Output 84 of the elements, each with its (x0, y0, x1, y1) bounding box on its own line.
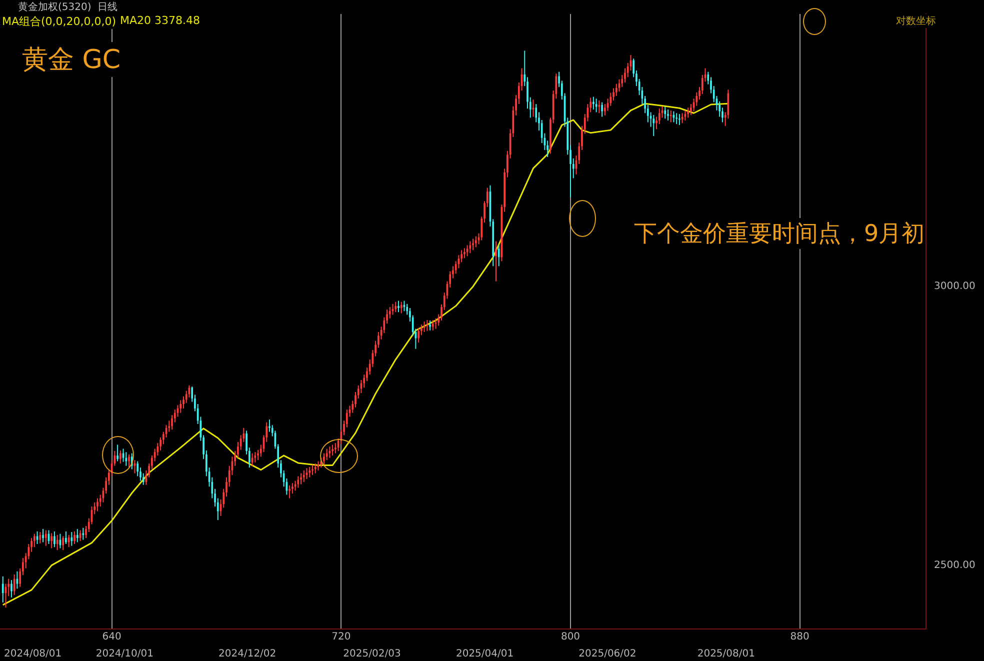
candlestick (664, 106, 666, 120)
x2-tick-label: 2024/12/02 (218, 648, 276, 660)
candlestick (297, 476, 300, 488)
text: MA20 3378.48 (120, 14, 200, 27)
x-tick-label: 800 (560, 632, 580, 643)
candlestick (464, 248, 466, 259)
y-tick-label: 2500.00 (934, 560, 976, 571)
candlestick (254, 452, 256, 463)
candlestick (54, 530, 56, 548)
candlestick (39, 532, 42, 544)
candlestick (667, 108, 669, 121)
candlestick (332, 444, 334, 456)
candlestick (288, 484, 290, 499)
candlestick (418, 327, 420, 344)
candlestick (70, 532, 73, 546)
annotation: 对数坐标 (896, 14, 936, 28)
candlestick (56, 534, 58, 551)
candlestick (615, 83, 618, 96)
candlestick (136, 460, 139, 477)
candlestick (394, 301, 397, 313)
candlestick (398, 300, 400, 313)
candlestick (498, 244, 500, 267)
candlestick (423, 321, 426, 332)
candlestick (429, 320, 431, 331)
text: 黄金 GC (22, 42, 121, 77)
candlestick (592, 96, 594, 110)
x2-tick-label: 2025/04/01 (456, 648, 514, 660)
candlestick (10, 580, 12, 598)
candlestick (291, 482, 294, 494)
candlestick (62, 536, 64, 551)
candlestick (119, 450, 122, 464)
candlestick (125, 452, 128, 466)
candlestick (82, 527, 84, 540)
candlestick (116, 444, 118, 462)
annotation: MA组合(0,0,20,0,0,0) (2, 14, 116, 29)
candlestick (400, 301, 402, 314)
candlestick (268, 419, 270, 432)
candlestick (323, 452, 325, 466)
candlestick (300, 472, 302, 485)
x-tick-label: 640 (102, 632, 122, 643)
candlestick (76, 528, 78, 543)
candlestick (96, 498, 98, 512)
x2-tick-label: 2025/02/03 (343, 648, 401, 660)
x2-tick-label: 2025/08/01 (697, 648, 755, 660)
candlestick (44, 530, 47, 546)
annotation: 下个金价重要时间点，9月初 (634, 218, 925, 249)
candlestick (678, 114, 680, 126)
candlestick (432, 319, 434, 331)
candlestick (495, 240, 497, 282)
candlestick (33, 533, 36, 548)
candlestick (426, 319, 428, 332)
candlestick (308, 466, 311, 478)
x2-tick-label: 2025/06/02 (578, 648, 636, 660)
candlestick (684, 110, 686, 121)
candlestick (469, 240, 472, 254)
candlestick (314, 463, 316, 474)
candlestick (595, 98, 598, 113)
candlestick (670, 110, 672, 123)
candlestick (676, 112, 678, 125)
candlestick (257, 449, 259, 461)
candlestick (13, 574, 16, 596)
candlestick (474, 236, 477, 248)
candlestick (128, 454, 130, 468)
candlestick (472, 238, 474, 251)
x2-tick-label: 2024/08/01 (4, 648, 62, 660)
x-tick-label: 720 (332, 632, 351, 643)
chart-subtitle: 黄金加权(5320) 日线 (18, 0, 118, 14)
candlestick (658, 108, 660, 125)
candlestick (50, 532, 53, 549)
candlestick (74, 530, 76, 545)
x2-tick-label: 2024/10/01 (96, 648, 154, 660)
candlestick (598, 100, 600, 114)
candlestick (652, 114, 655, 137)
y-tick-label: 3000.00 (934, 281, 976, 292)
x-tick-label: 880 (790, 632, 810, 643)
candlestick (42, 528, 44, 543)
candlestick (302, 470, 305, 482)
candlestick (601, 102, 603, 118)
candlestick (334, 442, 336, 454)
candlestick (687, 107, 689, 118)
candlestick (326, 448, 328, 461)
candlestick (65, 530, 67, 545)
candlestick (2, 576, 4, 603)
candlestick (180, 400, 182, 414)
